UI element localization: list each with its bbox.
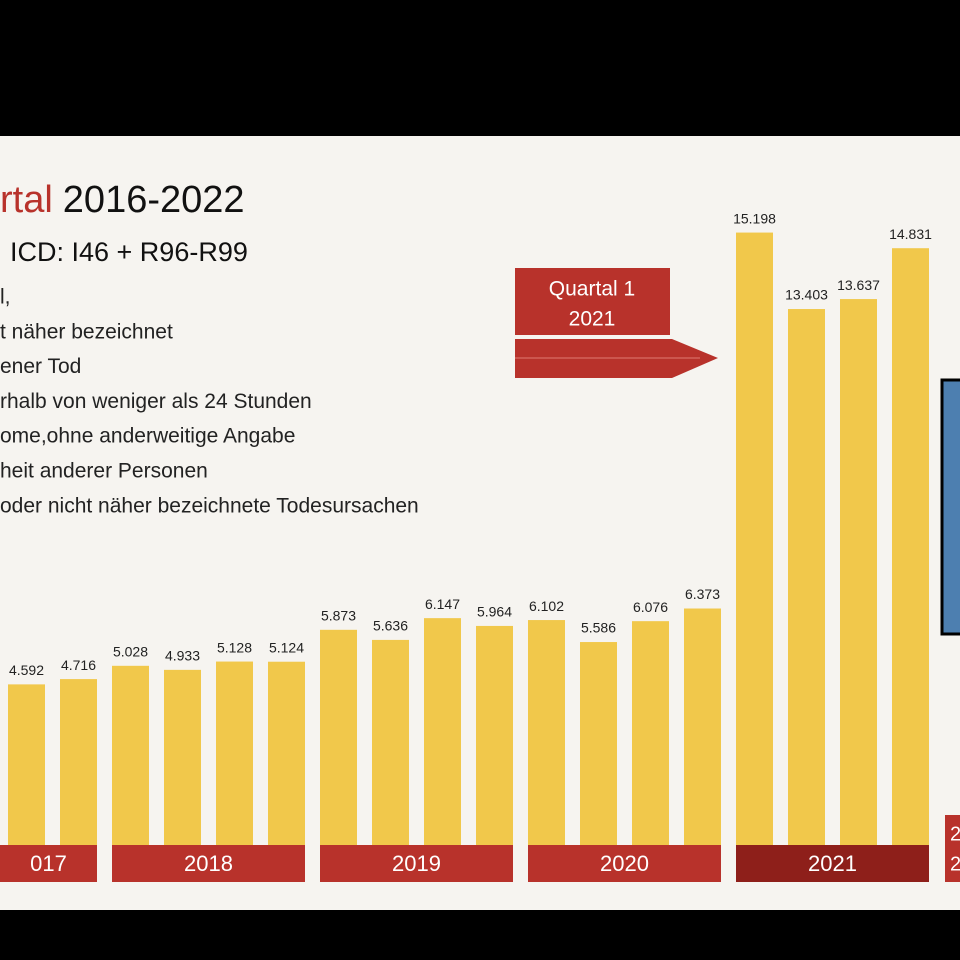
bar [684,608,721,880]
bar [476,625,513,880]
value-label: 5.124 [269,639,304,655]
description-line: rhalb von weniger als 24 Stunden [0,390,312,413]
value-label: 6.102 [529,598,564,614]
value-label: 4.716 [61,657,96,673]
description-line: heit anderer Personen [0,460,208,483]
description-line: ome,ohne anderweitige Angabe [0,425,295,448]
value-label: 5.028 [113,644,148,660]
value-label: 6.373 [685,586,720,602]
bar [892,248,929,880]
value-label: 5.636 [373,618,408,634]
value-label: 13.403 [785,287,828,303]
year-label: 2020 [600,851,649,876]
video-inset [940,378,960,636]
bar [528,620,565,880]
partial-band-text: 2 [950,853,960,875]
bar [320,629,357,880]
value-label: 6.147 [425,596,460,612]
bar [112,665,149,880]
value-label: 15.198 [733,210,776,226]
bar [736,232,773,881]
bars: 4.592 4.716 5.028 4.933 5.128 5.124 5.873 5.636… [0,210,932,882]
bar [424,618,461,880]
bar [372,639,409,880]
value-label: 4.933 [165,648,200,664]
year-band [112,845,305,882]
title-red: rtal [0,179,53,221]
year-label: 2021 [808,851,857,876]
value-label: 5.128 [217,639,252,655]
year-band [736,845,929,882]
bar [632,621,669,880]
year-band [528,845,721,882]
partial-year-band [945,815,960,882]
description-line: t näher bezeichnet [0,320,173,343]
bar [788,309,825,880]
letterbox [0,910,960,960]
bar [840,299,877,880]
year-band [0,845,97,882]
bar [580,642,617,880]
year-label: 017 [30,851,67,876]
year-label: 2019 [392,851,441,876]
subtitle: ICD: I46 + R96-R99 [10,237,248,267]
value-label: 5.586 [581,620,616,636]
year-label: 2018 [184,851,233,876]
bar [268,661,305,880]
value-label: 5.964 [477,604,512,620]
title: rtal 2016-2022 [0,179,245,221]
value-label: 4.592 [9,662,44,678]
bar [216,661,253,880]
value-label: 14.831 [889,226,932,242]
value-label: 5.873 [321,608,356,624]
description-line: ener Tod [0,355,81,378]
callout-text: Quartal 1 [549,278,635,301]
callout-box [515,268,670,335]
description-line: oder nicht näher bezeichnete Todesursach… [0,494,419,517]
year-band [320,845,513,882]
bar [164,669,201,880]
value-label: 6.076 [633,599,668,615]
partial-band-text: 2 [950,823,960,845]
description-line: l, [0,286,11,309]
description: l, t näher bezeichnet ener Tod rhalb von we… [0,286,419,518]
value-label: 13.637 [837,277,880,293]
callout-text: 2021 [569,308,616,331]
title-years: 2016-2022 [63,179,245,221]
